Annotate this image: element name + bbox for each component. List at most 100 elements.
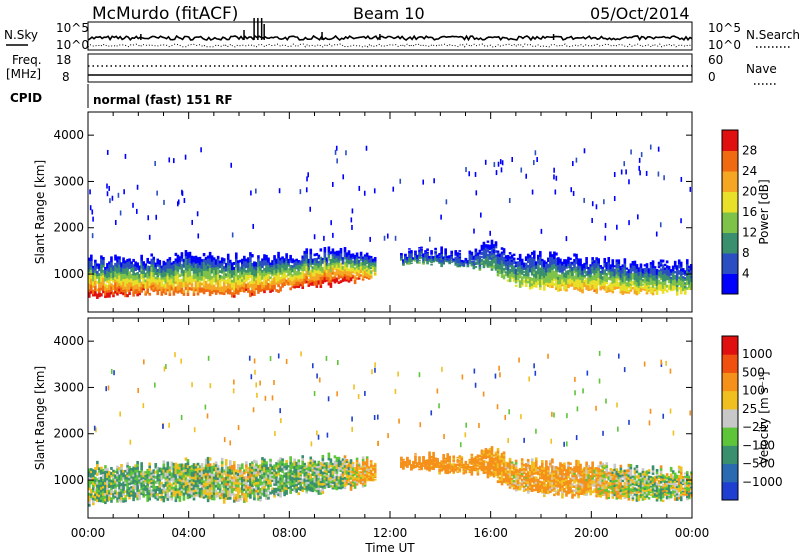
echo-cell [138,278,141,281]
echo-cell [94,490,97,494]
nave-tick-bottom: 0 [708,70,716,84]
echo-cell [667,270,671,274]
echo-cell [196,474,200,478]
echo-cell [100,471,103,475]
echo-cell [343,256,347,260]
scatter-echo [508,409,510,415]
echo-cell [148,494,152,498]
echo-cell [538,275,542,280]
echo-cell [502,252,506,256]
scatter-echo [365,145,368,151]
echo-cell [524,282,528,285]
echo-cell [611,280,615,284]
scatter-echo [620,169,623,175]
echo-cell [253,293,256,296]
echo-cell [208,276,212,281]
scatter-echo [180,358,182,364]
echo-cell [565,277,568,281]
scatter-echo [628,220,630,226]
echo-cell [627,277,631,280]
echo-cell [476,260,480,262]
echo-cell [581,288,584,292]
echo-cell [639,275,643,278]
echo-cell [424,255,427,257]
echo-cell [160,477,164,480]
echo-cell [92,479,95,483]
echo-cell [202,258,206,263]
echo-cell [551,264,554,268]
echo-cell [156,476,160,480]
echo-cell [106,475,109,479]
echo-cell [349,271,353,274]
echo-cell [549,261,552,265]
echo-cell [476,257,480,260]
echo-cell [518,253,522,257]
echo-cell [267,257,270,261]
echo-cell [607,267,611,270]
echo-cell [410,251,413,253]
echo-cell [186,264,190,269]
echo-cell [623,285,627,289]
echo-cell [677,261,681,265]
echo-cell [295,262,298,266]
echo-cell [315,272,319,276]
echo-cell [184,491,188,495]
echo-cell [629,269,633,272]
echo-cell [130,490,133,493]
echo-cell [410,257,413,260]
scatter-echo [254,369,256,375]
echo-cell [269,276,272,280]
echo-cell [188,262,192,266]
echo-cell [261,281,264,285]
echo-cell [164,269,168,272]
echo-cell [579,267,582,271]
scatter-echo [313,234,316,240]
echo-cell [138,474,141,478]
echo-cell [581,286,584,290]
echo-cell [180,278,184,283]
echo-cell [263,279,266,283]
echo-cell [669,272,673,275]
echo-cell [170,494,174,498]
echo-cell [154,286,158,290]
echo-cell [494,243,498,247]
echo-cell [565,288,568,292]
echo-cell [345,264,349,268]
echo-cell [470,252,474,255]
echo-cell [369,275,373,278]
echo-cell [188,466,192,469]
echo-cell [134,482,137,486]
echo-cell [605,268,609,272]
echo-cell [100,481,103,485]
echo-cell [160,265,164,269]
echo-cell [571,281,574,284]
echo-cell [118,498,121,502]
echo-cell [134,474,137,478]
echo-cell [128,470,131,474]
echo-cell [541,266,544,269]
echo-cell [164,469,168,473]
echo-cell [172,273,176,277]
echo-cell [365,271,369,274]
echo-cell [297,266,301,269]
echo-cell [134,469,137,473]
echo-cell [536,254,540,258]
echo-cell [444,256,447,259]
power-colorbar-label: Power [dB] [757,179,771,244]
echo-cell [458,261,462,264]
echo-cell [305,248,309,252]
echo-cell [168,257,172,261]
echo-cell [239,271,242,274]
echo-cell [108,289,111,293]
echo-cell [279,288,282,292]
echo-cell [234,273,238,277]
echo-cell [482,265,486,269]
echo-cell [257,269,260,274]
echo-cell [206,492,210,496]
echo-cell [325,264,329,267]
echo-cell [150,493,154,496]
echo-cell [182,469,186,473]
echo-cell [631,265,635,268]
echo-cell [132,293,135,297]
echo-cell [484,256,488,259]
